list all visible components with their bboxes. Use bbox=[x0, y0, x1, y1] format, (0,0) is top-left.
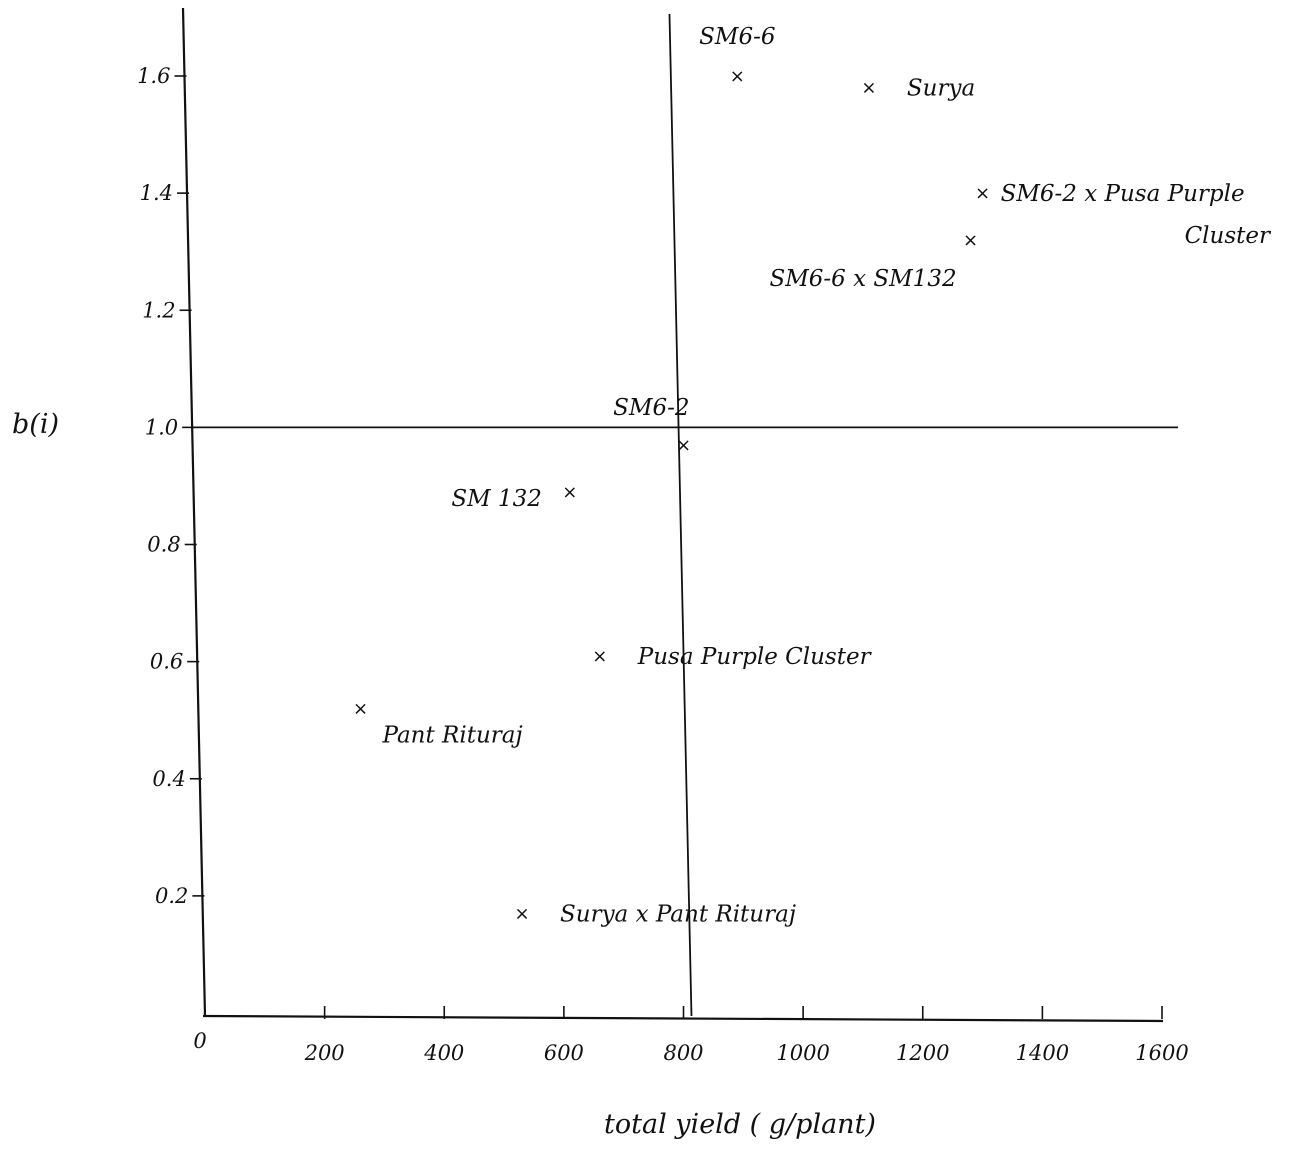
point-label: SM6-6 bbox=[699, 24, 775, 50]
x-tick-label: 0 bbox=[193, 1029, 206, 1053]
point-label: SM6-6 x SM132 bbox=[769, 266, 956, 292]
point-label: SM 132 bbox=[451, 486, 542, 512]
data-point: × bbox=[975, 183, 990, 204]
y-axis-title: b(i) bbox=[12, 409, 59, 440]
y-tick-label: 1.4 bbox=[140, 181, 173, 205]
reference-lines bbox=[193, 14, 1178, 1016]
point-label: Pusa Purple Cluster bbox=[637, 644, 873, 670]
y-tick-label: 0.6 bbox=[150, 650, 183, 674]
reference-line-vertical bbox=[669, 14, 691, 1016]
data-point: × bbox=[592, 646, 607, 667]
y-tick-label: 0.8 bbox=[147, 533, 180, 557]
y-tick-label: 1.0 bbox=[145, 415, 178, 439]
data-points: × SM6-6 × Surya × SM6-2 x Pusa Purple Cluster ×… bbox=[353, 24, 1272, 927]
data-point: × bbox=[514, 903, 529, 924]
x-tick-label: 1600 bbox=[1135, 1041, 1188, 1065]
data-point: × bbox=[861, 78, 876, 99]
data-point: × bbox=[730, 66, 745, 87]
y-tick-label: 1.2 bbox=[142, 298, 175, 322]
x-tick-label: 1000 bbox=[776, 1041, 829, 1065]
point-label: Pant Rituraj bbox=[382, 722, 523, 748]
x-tick-label: 200 bbox=[304, 1041, 345, 1065]
x-tick-label: 800 bbox=[663, 1041, 703, 1065]
point-label: SM6-2 x Pusa Purple bbox=[1001, 181, 1245, 207]
y-tick-label: 0.4 bbox=[152, 767, 185, 791]
point-label: Surya bbox=[907, 76, 975, 102]
y-tick-label: 0.2 bbox=[155, 884, 188, 908]
data-point: × bbox=[676, 435, 691, 456]
data-point: × bbox=[963, 230, 978, 251]
x-tick-label: 1400 bbox=[1016, 1041, 1069, 1065]
x-tick-label: 400 bbox=[423, 1041, 464, 1065]
point-label: Surya x Pant Rituraj bbox=[560, 901, 796, 927]
x-tick-label: 600 bbox=[544, 1041, 584, 1065]
y-axis-line bbox=[183, 8, 205, 1016]
x-axis-title: total yield ( g/plant) bbox=[604, 1109, 876, 1140]
point-label-continued: Cluster bbox=[1185, 223, 1272, 249]
data-point: × bbox=[562, 482, 577, 503]
y-tick-label: 1.6 bbox=[137, 64, 170, 88]
data-point: × bbox=[353, 698, 368, 719]
point-label: SM6-2 bbox=[613, 395, 689, 421]
x-tick-label: 1200 bbox=[896, 1041, 949, 1065]
